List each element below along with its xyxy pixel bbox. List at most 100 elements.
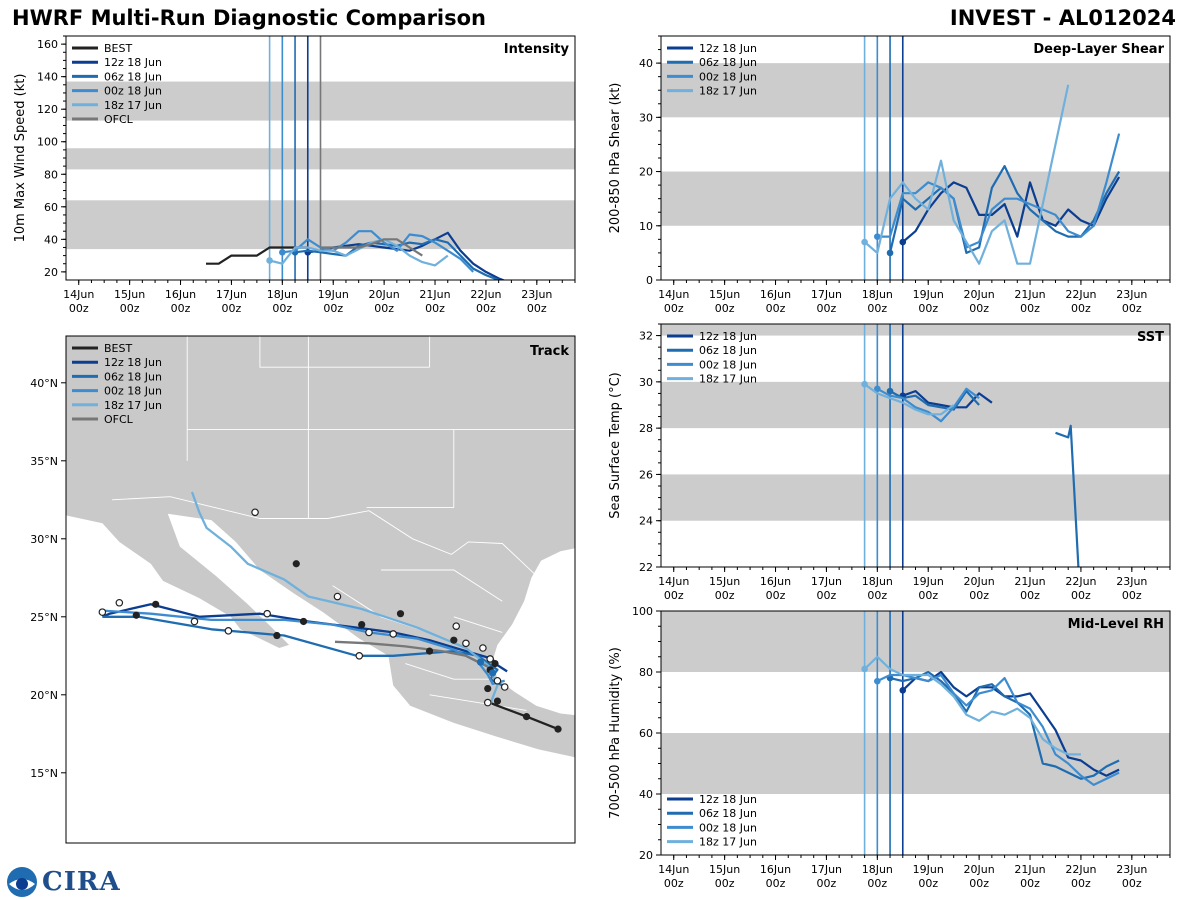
y-tick-label: 60 <box>639 727 653 740</box>
init-marker <box>899 687 907 694</box>
track-line-run_18z17 <box>190 491 499 705</box>
noaa-seal-icon <box>7 867 37 897</box>
legend-label: 18z 17 Jun <box>104 399 162 412</box>
x-tick-day: 23Jun <box>1116 575 1147 588</box>
legend-label: BEST <box>104 42 132 55</box>
y-tick-label: 40 <box>44 233 58 246</box>
track-marker-open <box>479 644 487 652</box>
x-tick-day: 19Jun <box>318 288 349 301</box>
track-marker-open <box>500 683 509 691</box>
legend-label: 12z 18 Jun <box>104 356 162 369</box>
map-layer <box>66 336 575 843</box>
plot-frame <box>65 335 576 844</box>
storm-id-title: INVEST - AL012024 <box>949 6 1176 30</box>
y-tick-label: 120 <box>37 103 58 116</box>
y-tick-label: 100 <box>37 136 58 149</box>
x-tick-day: 16Jun <box>760 288 791 301</box>
x-tick-hour: 00z <box>1071 302 1091 315</box>
y-tick-label: 40 <box>639 57 653 70</box>
x-tick-day: 14Jun <box>658 575 689 588</box>
x-tick-day: 22Jun <box>1065 863 1096 876</box>
chart-shear: 01020304014Jun00z15Jun00z16Jun00z17Jun00… <box>608 35 1171 315</box>
y-tick-label: 0 <box>646 274 653 287</box>
x-tick-day: 18Jun <box>862 288 893 301</box>
x-tick-hour: 00z <box>918 302 938 315</box>
init-marker <box>874 233 881 240</box>
x-tick-day: 17Jun <box>811 288 842 301</box>
legend-label: 00z 18 Jun <box>699 821 757 834</box>
x-tick-hour: 00z <box>171 302 191 315</box>
x-tick-hour: 00z <box>664 589 684 602</box>
track-marker-filled <box>491 660 499 668</box>
x-tick-hour: 00z <box>69 302 89 315</box>
x-tick-hour: 00z <box>222 302 242 315</box>
y-tick-label: 24 <box>639 515 653 528</box>
x-tick-hour: 00z <box>476 302 496 315</box>
track-marker-open <box>462 639 470 648</box>
series-line-ofcl <box>320 238 423 257</box>
shaded-band <box>661 63 1170 118</box>
panel-title: Mid-Level RH <box>1068 617 1164 632</box>
logo: CIRA <box>6 866 121 898</box>
y-tick-label: 160 <box>37 38 58 51</box>
legend-label: 00z 18 Jun <box>699 358 757 371</box>
border-line <box>453 616 503 633</box>
track-line-ofcl <box>334 640 489 668</box>
y-tick-label: 20°N <box>30 689 58 702</box>
x-tick-day: 17Jun <box>811 575 842 588</box>
x-tick-day: 16Jun <box>760 863 791 876</box>
track-marker-open <box>333 592 342 601</box>
border-line <box>259 336 430 368</box>
y-tick-label: 60 <box>44 201 58 214</box>
y-tick-label: 20 <box>639 166 653 179</box>
x-tick-hour: 00z <box>969 877 989 890</box>
series-line-run_18z17 <box>863 84 1070 265</box>
x-tick-day: 22Jun <box>470 288 501 301</box>
init-marker <box>899 238 907 246</box>
init-marker <box>279 249 286 256</box>
chart-rh: 2040608010014Jun00z15Jun00z16Jun00z17Jun… <box>608 605 1171 890</box>
x-tick-hour: 00z <box>664 302 684 315</box>
x-tick-hour: 00z <box>715 302 735 315</box>
series-line-run_12z18 <box>902 670 1120 777</box>
y-axis-label: 200-850 hPa Shear (kt) <box>608 83 623 234</box>
x-tick-hour: 00z <box>817 877 837 890</box>
y-tick-label: 20 <box>44 266 58 279</box>
y-tick-label: 10 <box>639 220 653 233</box>
init-marker <box>861 665 868 673</box>
panel-title: Deep-Layer Shear <box>1033 42 1164 57</box>
y-axis-label: 10m Max Wind Speed (kt) <box>13 74 28 243</box>
legend-label: 06z 18 Jun <box>699 344 757 357</box>
x-tick-hour: 00z <box>918 877 938 890</box>
track-marker-open <box>263 609 271 618</box>
init-marker <box>886 249 894 257</box>
legend-label: 06z 18 Jun <box>699 56 757 69</box>
legend-label: 00z 18 Jun <box>699 70 757 83</box>
legend-label: 00z 18 Jun <box>104 385 162 398</box>
track-marker-best <box>554 725 562 733</box>
series-line-run_00z18 <box>877 133 1121 249</box>
y-axis-label: 700-500 hPa Humidity (%) <box>608 647 623 819</box>
track-marker-open <box>355 651 364 660</box>
legend-label: 18z 17 Jun <box>699 373 757 386</box>
chart-intensity: 2040608010012014016014Jun00z15Jun00z16Ju… <box>13 35 576 315</box>
x-tick-hour: 00z <box>817 589 837 602</box>
init-marker <box>861 380 868 388</box>
legend-label: 12z 18 Jun <box>104 56 162 69</box>
x-tick-day: 21Jun <box>1014 575 1045 588</box>
legend-label: 12z 18 Jun <box>699 793 757 806</box>
y-tick-label: 32 <box>639 330 653 343</box>
init-marker <box>861 238 868 246</box>
series-line-run_18z17 <box>269 238 449 267</box>
series-line-run_00z18 <box>282 230 474 273</box>
legend-label: 06z 18 Jun <box>104 370 162 383</box>
track-marker-filled <box>425 647 434 655</box>
track-marker-filled <box>273 631 281 640</box>
x-tick-day: 14Jun <box>658 288 689 301</box>
x-tick-day: 14Jun <box>658 863 689 876</box>
series-line-run_00z18 <box>876 673 1120 787</box>
x-tick-day: 15Jun <box>114 288 145 301</box>
track-marker-filled <box>299 617 308 626</box>
track-marker-filled <box>396 610 405 618</box>
y-tick-label: 30°N <box>30 533 58 546</box>
